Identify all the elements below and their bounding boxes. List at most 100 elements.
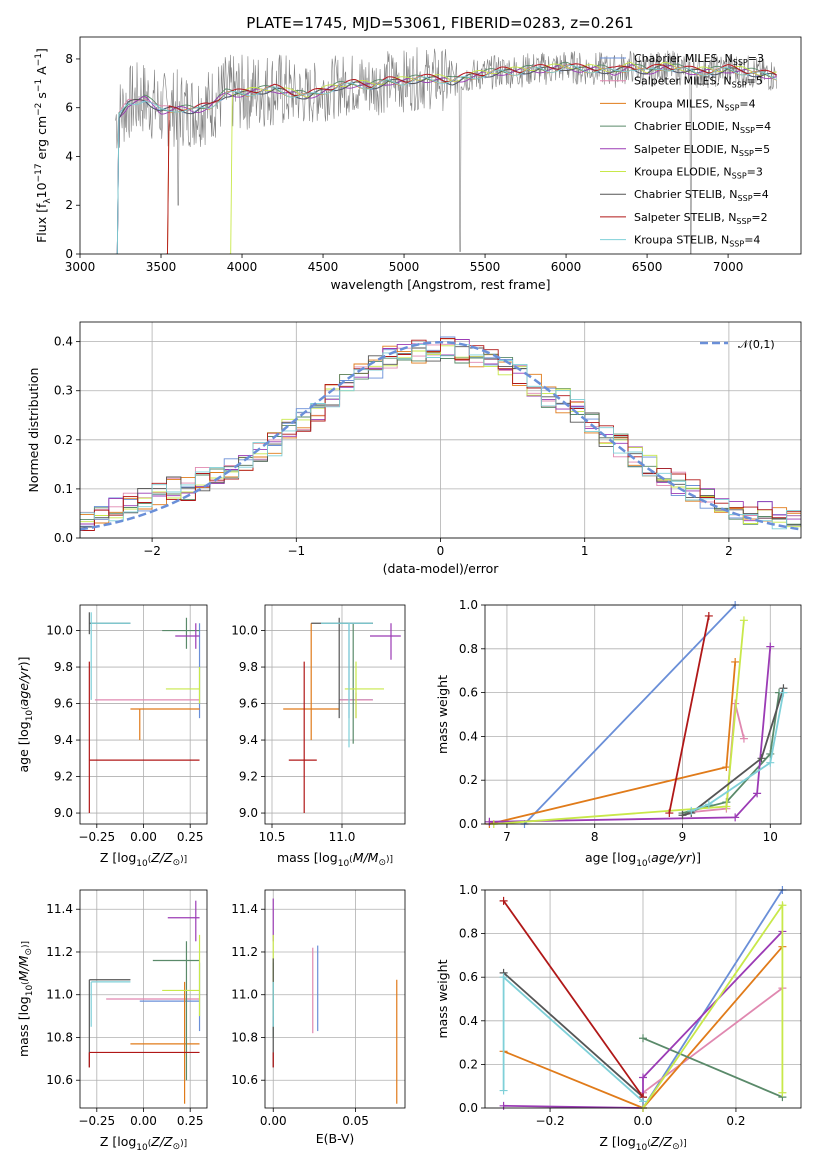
weight-series [523, 604, 736, 825]
x-tick-label: −1 [287, 544, 305, 558]
x-tick-label: 0 [437, 544, 445, 558]
histogram-series [80, 344, 801, 538]
y-tick-label: 10.6 [46, 1073, 73, 1087]
y-axis-label: mass weight [435, 959, 450, 1038]
plot-frame [79, 889, 208, 1109]
legend-label: Chabrier MILES, NSSP=3 [634, 52, 764, 67]
x-tick-label: −0.25 [78, 830, 115, 844]
plot-frame [484, 604, 802, 825]
weight-series [690, 692, 785, 812]
gridlines [265, 605, 405, 824]
model-spectrum [115, 64, 777, 254]
x-axis-label: E(B-V) [316, 1131, 355, 1146]
weight-series [503, 972, 644, 1098]
y-tick-label: 0.8 [459, 642, 478, 656]
y-tick-label: 10.6 [231, 1073, 258, 1087]
x-tick-label: 5000 [389, 260, 420, 274]
legend-label: Chabrier ELODIE, NSSP=4 [634, 120, 771, 135]
panel-mass_vs_EBV: 0.00 0.05 10.6 10.8 11.0 11.2 11.4 E(B-V) [231, 889, 406, 1146]
legend-label: Chabrier STELIB, NSSP=4 [634, 188, 769, 203]
y-tick-label: 8 [65, 52, 73, 66]
gridlines [485, 604, 801, 825]
data-point [757, 754, 766, 763]
x-tick-label: 1 [581, 544, 589, 558]
y-tick-label: 11.0 [231, 988, 258, 1002]
legend-label: Salpeter MILES, NSSP=5 [634, 75, 763, 90]
y-tick-label: 0.0 [54, 531, 73, 545]
x-tick-label: 0.0 [633, 1114, 652, 1128]
x-axis-label: Z [log10(Z/Z⊙)] [100, 850, 187, 869]
y-tick-label: 0 [65, 247, 73, 261]
x-tick-label: 10 [763, 830, 778, 844]
data-point [499, 973, 508, 982]
legend-label: Salpeter STELIB, NSSP=2 [634, 211, 768, 226]
y-tick-label: 9.8 [239, 660, 258, 674]
y-tick-label: 11.2 [231, 945, 258, 959]
x-tick-label: 0.00 [130, 830, 157, 844]
y-tick-label: 0.1 [54, 482, 73, 496]
y-tick-label: 1.0 [459, 598, 478, 612]
data-point [766, 642, 775, 651]
data-point [722, 802, 731, 811]
data-point [704, 611, 713, 620]
x-tick-label: 3000 [65, 260, 96, 274]
data-point [739, 616, 748, 625]
x-axis-label: Z [log10(Z/Z⊙)] [100, 1134, 187, 1153]
data-point [731, 813, 740, 822]
x-axis-label: wavelength [Angstrom, rest frame] [330, 277, 550, 292]
x-tick-label: 0.25 [177, 1114, 204, 1128]
x-tick-label: 7 [503, 830, 511, 844]
weight-series [502, 975, 644, 1103]
y-tick-label: 9.6 [54, 697, 73, 711]
y-tick-label: 9.2 [239, 770, 258, 784]
x-tick-label: 0.05 [342, 1114, 369, 1128]
data-point [485, 817, 494, 826]
panel-weight_vs_age: 7 8 9 10 0.0 0.2 0.4 0.6 0.8 1.0 age [log10(age/yr… [435, 598, 802, 869]
x-tick-label: 5500 [470, 260, 501, 274]
panel-age_vs_Z: −0.25 0.00 0.25 9.0 9.2 9.4 9.6 9.8 10.0 Z [log10… [16, 604, 208, 869]
y-axis-label: Flux [fλ10−17 erg cm−2 s−1 A−1] [34, 48, 53, 243]
y-tick-label: 9.6 [239, 697, 258, 711]
model-spectrum [115, 64, 777, 254]
weight-series [503, 930, 784, 1109]
x-tick-label: 10.5 [259, 830, 286, 844]
model-spectrum [115, 65, 777, 254]
legend-label: Salpeter ELODIE, NSSP=5 [634, 143, 770, 158]
y-tick-label: 9.4 [239, 733, 258, 747]
panel-mass_vs_Z: −0.25 0.00 0.25 10.6 10.8 11.0 11.2 11.4 Z [log1… [16, 889, 208, 1153]
x-tick-label: 7000 [713, 260, 744, 274]
y-tick-label: 0.4 [54, 335, 73, 349]
weight-series [682, 687, 785, 817]
y-tick-label: 0.6 [459, 970, 478, 984]
x-tick-label: 6500 [632, 260, 663, 274]
plot-frame [79, 604, 208, 825]
x-tick-label: 3500 [146, 260, 177, 274]
y-tick-label: 11.2 [46, 945, 73, 959]
y-tick-label: 0.8 [459, 927, 478, 941]
panel-spectrum: 3000 3500 4000 4500 5000 5500 6000 6500 7000 0 2 4 6… [34, 36, 802, 292]
plot-frame [484, 889, 802, 1109]
data-point [639, 1034, 647, 1043]
y-tick-label: 10.8 [46, 1030, 73, 1044]
y-tick-label: 0.0 [459, 817, 478, 831]
x-tick-label: 6000 [551, 260, 582, 274]
y-tick-label: 0.4 [459, 729, 478, 743]
x-tick-label: 4500 [308, 260, 339, 274]
y-tick-label: 2 [65, 198, 73, 212]
y-tick-label: 4 [65, 149, 73, 163]
legend-label: Kroupa MILES, NSSP=4 [634, 97, 756, 112]
y-tick-label: 0.2 [459, 773, 478, 787]
data-point [704, 800, 713, 809]
legend-label: 𝒩(0,1) [738, 338, 775, 351]
plot-frame [264, 889, 406, 1109]
x-tick-label: 0.2 [726, 1114, 745, 1128]
x-tick-label: 4000 [227, 260, 258, 274]
data-point [778, 1088, 787, 1097]
x-axis-label: age [log10(age/yr)] [585, 850, 701, 869]
plot-frame [79, 36, 802, 255]
x-axis-label: mass [log10(M/M⊙)] [277, 850, 393, 869]
weight-series [489, 646, 772, 823]
data-point [753, 789, 762, 798]
weight-series [642, 1037, 783, 1098]
x-axis-label: (data-model)/error [383, 561, 500, 576]
